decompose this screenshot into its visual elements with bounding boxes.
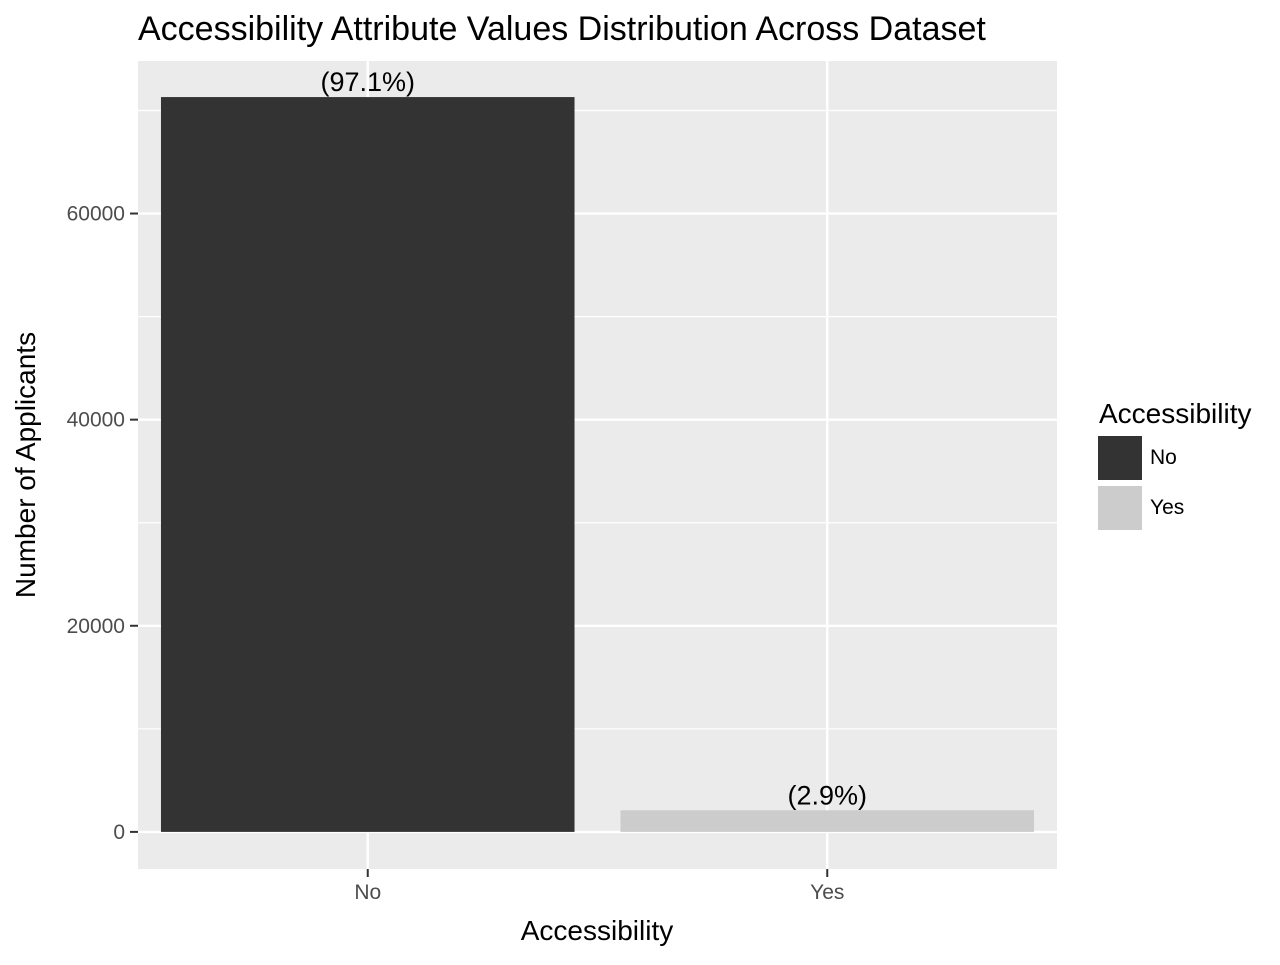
y-axis: 0 20000 40000 60000 bbox=[67, 203, 138, 844]
x-tick-label-yes: Yes bbox=[810, 881, 844, 904]
y-tick-label-3: 60000 bbox=[67, 203, 125, 226]
legend-key-no bbox=[1098, 436, 1142, 480]
legend-key-yes bbox=[1098, 486, 1142, 530]
data-label-no: (97.1%) bbox=[320, 67, 415, 97]
x-axis-title: Accessibility bbox=[521, 915, 673, 946]
y-tick-label-1: 20000 bbox=[67, 615, 125, 638]
chart-title: Accessibility Attribute Values Distribut… bbox=[138, 10, 986, 48]
bar-no bbox=[160, 97, 575, 832]
y-tick-label-2: 40000 bbox=[67, 409, 125, 432]
data-labels: (97.1%) (2.9%) bbox=[320, 67, 867, 810]
x-tick-label-no: No bbox=[354, 881, 381, 904]
y-axis-title: Number of Applicants bbox=[10, 332, 41, 598]
bar-yes bbox=[620, 810, 1035, 832]
data-label-yes: (2.9%) bbox=[787, 780, 867, 810]
legend-items: No Yes bbox=[1098, 436, 1184, 530]
legend-label-yes: Yes bbox=[1150, 496, 1184, 519]
legend-label-no: No bbox=[1150, 446, 1177, 469]
x-axis: No Yes bbox=[354, 869, 844, 904]
y-tick-label-0: 0 bbox=[113, 821, 125, 844]
legend-title: Accessibility bbox=[1099, 398, 1251, 429]
bars bbox=[160, 97, 1035, 832]
legend: Accessibility No Yes bbox=[1098, 398, 1251, 530]
